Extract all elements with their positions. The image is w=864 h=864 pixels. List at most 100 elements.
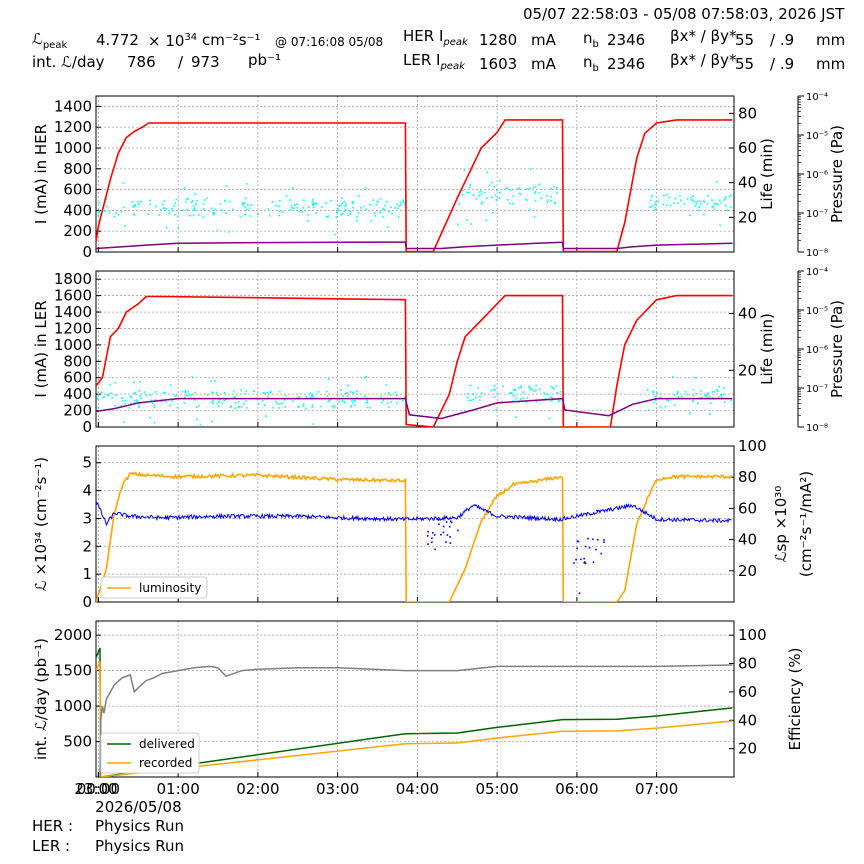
pressure-tick-label: 10⁻⁷ — [806, 384, 828, 395]
scatter-point — [264, 404, 266, 407]
ytick-label: 1400 — [54, 303, 92, 321]
scatter-point — [326, 390, 328, 393]
scatter-point — [244, 392, 247, 395]
scatter-point — [676, 392, 679, 394]
scatter-point — [501, 400, 503, 403]
y2tick-label: 20 — [738, 740, 757, 758]
scatter-point — [276, 402, 278, 405]
scatter-point — [202, 216, 205, 218]
scatter-point — [485, 219, 488, 222]
scatter-point — [450, 521, 453, 524]
scatter-point — [190, 394, 193, 396]
scatter-point — [363, 376, 366, 379]
scatter-point — [493, 384, 496, 387]
ytick-label: 1500 — [54, 662, 92, 680]
scatter-point — [338, 205, 340, 207]
scatter-point — [314, 202, 317, 205]
scatter-point — [275, 204, 278, 207]
scatter-point — [243, 403, 245, 405]
scatter-point — [438, 523, 440, 525]
scatter-point — [486, 197, 488, 199]
scatter-point — [243, 202, 245, 204]
scatter-point — [720, 394, 722, 397]
y2tick-label: 60 — [738, 499, 757, 517]
scatter-point — [334, 233, 336, 236]
scatter-point — [173, 205, 175, 207]
scatter-point — [186, 394, 189, 397]
xtick-label: 01:00 — [157, 780, 200, 798]
scatter-point — [132, 205, 134, 207]
pressure-tick-label: 10⁻⁵ — [806, 131, 828, 142]
y2tick-label: 40 — [738, 174, 757, 192]
scatter-point — [664, 405, 667, 408]
scatter-point — [596, 509, 598, 512]
scatter-point — [491, 212, 494, 214]
scatter-point — [354, 399, 356, 402]
xtick-label: 05:00 — [476, 780, 519, 798]
legend-label: recorded — [139, 756, 192, 770]
scatter-point — [233, 390, 235, 393]
ler-beta-label: βx* / βy* — [670, 51, 737, 69]
scatter-point — [543, 392, 545, 394]
scatter-point — [289, 208, 292, 211]
scatter-point — [502, 385, 504, 388]
scatter-point — [666, 399, 668, 401]
scatter-point — [692, 394, 695, 397]
efficiency-line — [99, 664, 733, 777]
y3label: Pressure (Pa) — [828, 300, 846, 398]
scatter-point — [187, 198, 189, 200]
scatter-point — [549, 400, 552, 402]
scatter-point — [225, 185, 228, 187]
scatter-point — [587, 537, 589, 540]
scatter-point — [328, 400, 330, 402]
scatter-point — [698, 200, 701, 203]
scatter-point — [702, 200, 705, 202]
scatter-point — [388, 406, 391, 409]
scatter-point — [526, 187, 528, 190]
scatter-point — [137, 201, 139, 203]
scatter-point — [191, 200, 194, 202]
scatter-point — [400, 204, 402, 206]
scatter-point — [431, 537, 433, 540]
scatter-point — [149, 394, 152, 396]
scatter-point — [380, 395, 383, 398]
scatter-point — [305, 395, 308, 398]
scatter-point — [515, 416, 517, 418]
scatter-point — [550, 385, 553, 388]
scatter-point — [365, 401, 368, 404]
scatter-point — [431, 541, 433, 544]
scatter-point — [723, 387, 725, 389]
y2tick-label: 60 — [738, 139, 757, 157]
scatter-point — [530, 388, 533, 390]
xtick-label: 07:00 — [635, 780, 678, 798]
scatter-point — [686, 393, 689, 396]
scatter-point — [534, 191, 537, 193]
scatter-point — [713, 391, 716, 393]
scatter-point — [478, 194, 480, 197]
scatter-point — [139, 380, 141, 383]
scatter-point — [195, 203, 197, 206]
ytick-label: 5 — [82, 454, 92, 472]
scatter-point — [184, 390, 186, 392]
scatter-point — [193, 399, 196, 401]
scatter-point — [694, 376, 697, 379]
scatter-point — [218, 400, 220, 403]
scatter-point — [674, 197, 677, 200]
scatter-point — [551, 397, 554, 400]
scatter-point — [468, 186, 471, 189]
scatter-point — [700, 202, 702, 205]
ler-beta-x: 55 — [735, 55, 755, 73]
scatter-point — [546, 201, 549, 203]
scatter-point — [388, 210, 390, 213]
scatter-point — [480, 202, 483, 205]
scatter-point — [385, 201, 388, 203]
scatter-point — [267, 395, 269, 398]
scatter-point — [514, 388, 517, 391]
scatter-point — [369, 407, 371, 409]
scatter-point — [377, 201, 379, 203]
scatter-point — [225, 212, 227, 214]
y2tick-label: 60 — [738, 683, 757, 701]
scatter-point — [366, 406, 368, 409]
ytick-label: 1400 — [54, 97, 92, 115]
scatter-point — [513, 394, 515, 397]
